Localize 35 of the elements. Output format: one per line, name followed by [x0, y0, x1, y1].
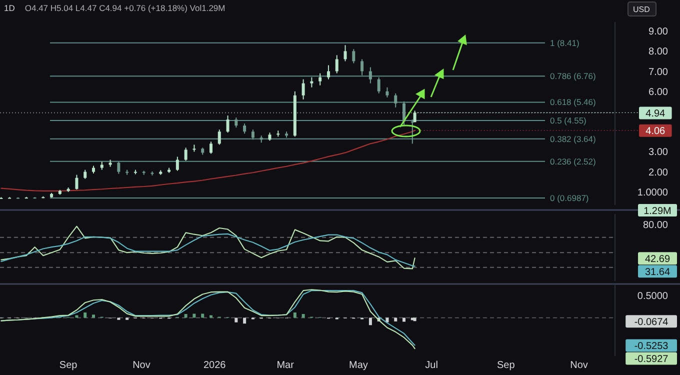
- x-tick-label: Mar: [276, 360, 295, 371]
- ref-line-label: 0.382 (3.64): [550, 134, 596, 144]
- annotation: 4.94: [646, 108, 666, 120]
- text: -0.5253: [634, 340, 669, 352]
- text: USD: [633, 5, 650, 14]
- text: 0.5000: [637, 291, 668, 302]
- text: 1.29M: [644, 206, 672, 217]
- x-tick-label: Nov: [132, 360, 150, 371]
- text: 80.00: [642, 220, 668, 231]
- x-tick-label: 2026: [203, 360, 226, 371]
- y-tick-label: 3.00: [648, 147, 668, 158]
- text: -0.5927: [634, 354, 669, 365]
- ref-line-label: 0.236 (2.52): [550, 156, 596, 166]
- annotation: 4.06: [646, 126, 666, 138]
- y-tick-label: 2.00: [648, 167, 668, 178]
- chart-subtitle: O4.47 H5.04 L4.47 C4.94 +0.76 (+18.18%) Vol1.29M: [24, 3, 226, 13]
- ref-line-label: 1 (8.41): [550, 38, 580, 48]
- x-tick-label: Nov: [570, 360, 588, 371]
- y-tick-label: 9.00: [648, 26, 668, 38]
- ref-line-label: 0.786 (6.76): [550, 71, 596, 82]
- text: -0.0674: [634, 316, 669, 328]
- x-tick-label: May: [348, 360, 368, 371]
- y-tick-label: 7.00: [648, 66, 668, 78]
- chart-title: 1D: [4, 3, 15, 13]
- text: 31.64: [644, 266, 670, 278]
- x-tick-label: Sep: [497, 360, 516, 371]
- x-tick-label: Jul: [425, 360, 438, 371]
- y-tick-label: 1.0000: [637, 187, 668, 198]
- y-tick-label: 8.00: [648, 46, 668, 58]
- y-tick-label: 6.00: [648, 86, 668, 98]
- x-tick-label: Sep: [59, 360, 78, 371]
- ref-line-label: 0.5 (4.55): [550, 116, 587, 126]
- text: 42.69: [644, 254, 670, 265]
- ref-line-label: 0 (0.6987): [550, 192, 589, 203]
- ref-line-label: 0.618 (5.46): [550, 97, 596, 108]
